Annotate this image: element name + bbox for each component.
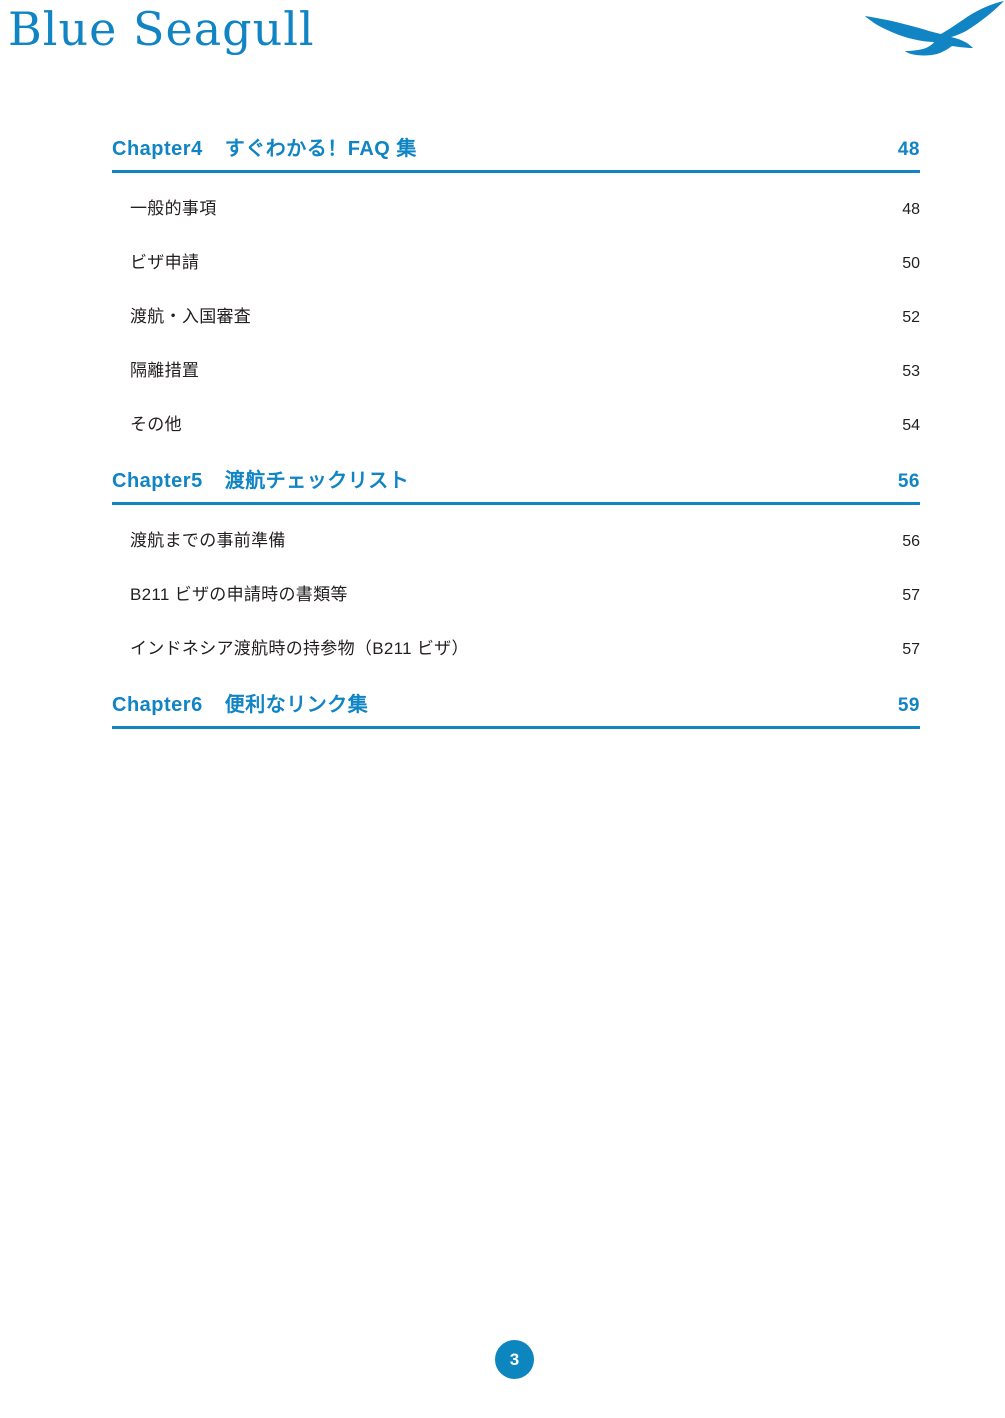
toc-entry-row[interactable]: ビザ申請 50	[112, 248, 920, 302]
toc-chapter-id: Chapter5	[112, 470, 203, 492]
toc-entry-title: 渡航・入国審査	[130, 307, 252, 326]
toc-chapter-title: 便利なリンク集	[224, 694, 369, 716]
toc-chapter-id: Chapter4	[112, 138, 203, 160]
toc-entry-page: 50	[902, 255, 920, 272]
toc-entry-title: ビザ申請	[130, 253, 200, 272]
toc-chapter-divider	[112, 502, 920, 505]
toc-entry-title: 隔離措置	[130, 361, 200, 380]
toc-entry-row[interactable]: 一般的事項 48	[112, 194, 920, 248]
toc-entry-title: 渡航までの事前準備	[130, 531, 286, 550]
toc-entry-page: 54	[902, 417, 920, 434]
toc-entry-title: インドネシア渡航時の持参物（B211 ビザ）	[130, 639, 469, 658]
toc-entry-row[interactable]: 隔離措置 53	[112, 356, 920, 410]
toc-entry-page: 57	[902, 641, 920, 658]
toc-chapter-block: Chapter4 すぐわかる！FAQ 集 48 一般的事項 48 ビザ申請 50 渡航・入国審…	[112, 132, 920, 464]
toc-entry-row[interactable]: インドネシア渡航時の持参物（B211 ビザ） 57	[112, 634, 920, 688]
table-of-contents: Chapter4 すぐわかる！FAQ 集 48 一般的事項 48 ビザ申請 50 渡航・入国審…	[112, 132, 920, 729]
toc-chapter-row[interactable]: Chapter6 便利なリンク集 59	[112, 688, 920, 726]
toc-entry-row[interactable]: B211 ビザの申請時の書類等 57	[112, 580, 920, 634]
toc-entry-title: その他	[130, 415, 182, 434]
toc-chapter-block: Chapter5 渡航チェックリスト 56 渡航までの事前準備 56 B211 ビザの申請…	[112, 464, 920, 688]
toc-chapter-divider	[112, 170, 920, 173]
toc-chapter-row[interactable]: Chapter4 すぐわかる！FAQ 集 48	[112, 132, 920, 170]
toc-chapter-row[interactable]: Chapter5 渡航チェックリスト 56	[112, 464, 920, 502]
toc-entry-row[interactable]: その他 54	[112, 410, 920, 464]
toc-chapter-divider	[112, 726, 920, 729]
toc-chapter-block: Chapter6 便利なリンク集 59	[112, 688, 920, 729]
toc-chapter-label: Chapter5 渡航チェックリスト	[112, 464, 409, 493]
toc-entry-page: 56	[902, 533, 920, 550]
toc-entry-page: 48	[902, 201, 920, 218]
toc-entry-page: 52	[902, 309, 920, 326]
toc-entry-title: 一般的事項	[130, 199, 217, 218]
toc-chapter-page: 48	[897, 139, 920, 160]
toc-entry-page: 53	[902, 363, 920, 380]
brand-logo: Blue Seagull	[8, 2, 315, 56]
toc-entry-title: B211 ビザの申請時の書類等	[130, 585, 348, 604]
toc-chapter-page: 59	[897, 695, 920, 716]
toc-entry-row[interactable]: 渡航までの事前準備 56	[112, 526, 920, 580]
page-number-badge: 3	[495, 1340, 534, 1379]
toc-entry-page: 57	[902, 587, 920, 604]
toc-entry-row[interactable]: 渡航・入国審査 52	[112, 302, 920, 356]
seagull-icon	[863, 0, 1005, 62]
toc-chapter-title: 渡航チェックリスト	[224, 470, 410, 492]
toc-chapter-page: 56	[897, 471, 920, 492]
toc-chapter-id: Chapter6	[112, 694, 203, 716]
toc-chapter-label: Chapter6 便利なリンク集	[112, 688, 368, 717]
toc-chapter-title: すぐわかる！FAQ 集	[224, 138, 417, 160]
toc-chapter-label: Chapter4 すぐわかる！FAQ 集	[112, 132, 417, 161]
